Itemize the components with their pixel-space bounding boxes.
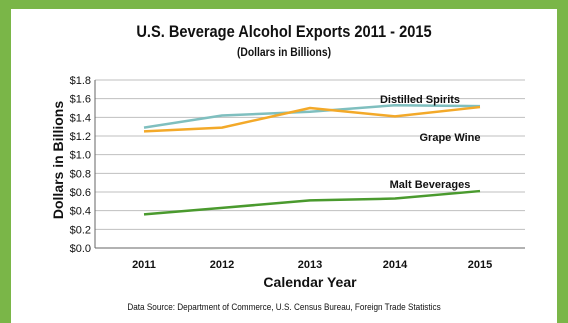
y-tick-label: $0.0	[70, 243, 91, 255]
series-labels: Distilled Spirits Grape Wine Malt Beverage…	[380, 94, 481, 191]
y-tick-label: $0.6	[70, 187, 91, 199]
y-tick-label: $0.4	[70, 206, 91, 218]
x-tick-label: 2015	[468, 259, 492, 271]
grid-lines	[94, 79, 525, 249]
y-tick-label: $1.2	[70, 131, 91, 143]
y-tick-label: $1.4	[70, 112, 91, 124]
x-axis-label: Calendar Year	[263, 274, 357, 290]
y-tick-label: $1.8	[70, 75, 91, 87]
x-tick-label: 2011	[132, 259, 156, 271]
y-tick-label: $1.6	[70, 94, 91, 106]
series-label: Distilled Spirits	[380, 94, 460, 106]
x-tick-label: 2014	[383, 259, 408, 271]
series-line-grape-wine	[143, 105, 481, 133]
y-tick-label: $1.0	[70, 150, 91, 162]
series-line-distilled-spirits	[143, 103, 481, 129]
chart-subtitle: (Dollars in Billions)	[236, 45, 332, 59]
y-tick-label: $0.2	[70, 224, 91, 236]
x-tick-label: 2012	[210, 259, 234, 271]
y-axis-label: Dollars in Billions	[50, 101, 66, 219]
y-tick-labels: $0.0 $0.2 $0.4 $0.6 $0.8 $1.0 $1.2 $1.4 $1.6 $1.8	[70, 75, 91, 255]
x-tick-label: 2013	[298, 259, 322, 271]
data-source: Data Source: Department of Commerce, U.S…	[127, 302, 441, 313]
chart-panel	[11, 9, 557, 323]
series-line-malt-beverages	[143, 189, 481, 216]
chart-title: U.S. Beverage Alcohol Exports 2011 - 201…	[136, 22, 432, 41]
series-label: Grape Wine	[419, 132, 480, 144]
series-label: Malt Beverages	[390, 179, 471, 191]
series-lines	[143, 103, 481, 216]
y-tick-label: $0.8	[70, 168, 91, 180]
x-tick-labels: 2011 2012 2013 2014 2015	[132, 259, 492, 271]
